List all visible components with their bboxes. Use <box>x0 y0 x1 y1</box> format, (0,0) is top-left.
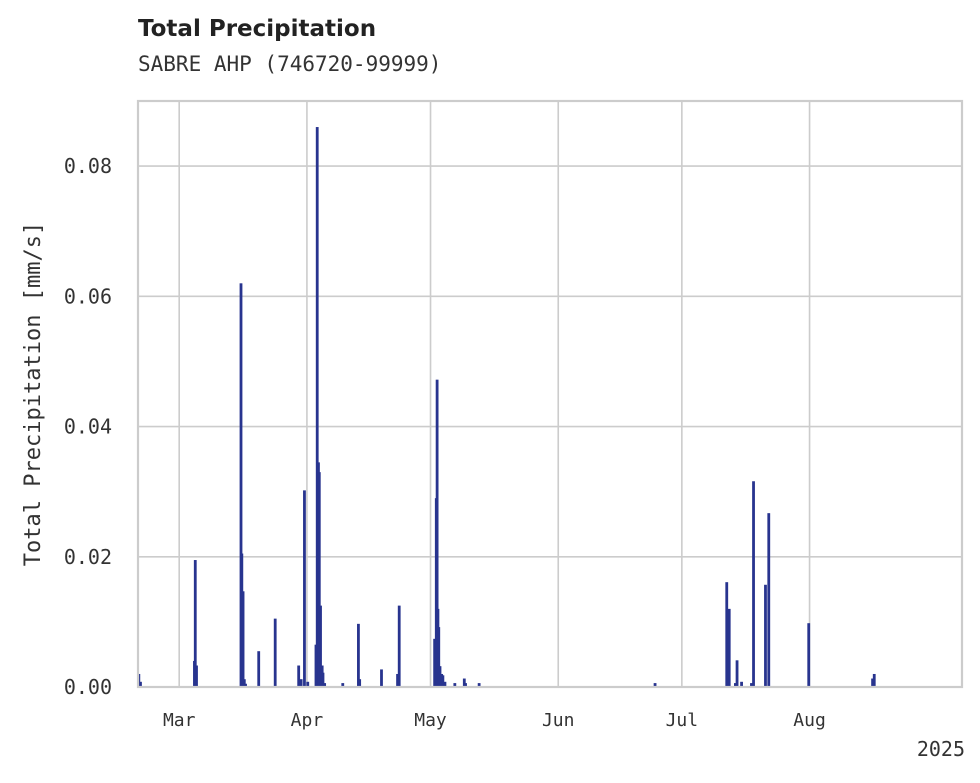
precip-bar <box>871 678 874 687</box>
precip-bar <box>273 618 277 687</box>
y-tick-label: 0.06 <box>64 284 112 308</box>
precip-bar <box>740 681 743 687</box>
precip-bar <box>725 582 729 687</box>
precip-bar <box>437 627 441 687</box>
precip-bar <box>396 673 399 687</box>
plot-frame <box>136 99 964 689</box>
precip-bar <box>441 675 445 687</box>
precip-bar <box>239 283 243 687</box>
precip-bar <box>358 679 362 687</box>
precip-bar <box>380 669 383 687</box>
precip-bar <box>750 683 753 687</box>
precip-bar <box>321 672 325 687</box>
precip-bar <box>464 683 467 687</box>
precip-bar <box>341 683 345 687</box>
precip-bar <box>323 683 327 687</box>
chart-subtitle: SABRE AHP (746720-99999) <box>138 52 442 76</box>
precip-bar <box>306 681 310 687</box>
precip-bar <box>317 472 321 687</box>
y-tick-label: 0.04 <box>64 415 112 439</box>
precip-bar <box>872 673 876 687</box>
precip-bar <box>315 127 319 688</box>
precip-bar <box>195 665 198 687</box>
precip-bar <box>193 560 197 687</box>
precip-bar <box>297 665 301 687</box>
precip-bar <box>727 608 731 687</box>
precip-bar <box>242 679 246 687</box>
x-tick-label: May <box>414 710 447 731</box>
precip-bar <box>462 678 466 687</box>
y-tick-label: 0.00 <box>64 675 112 699</box>
x-tick-label: Mar <box>163 710 196 731</box>
precip-bar <box>438 666 442 687</box>
precip-bar <box>453 683 457 687</box>
precip-bar <box>443 681 447 687</box>
precip-bar <box>244 683 247 687</box>
precip-bar <box>319 605 322 687</box>
year-label: 2025 <box>917 737 965 761</box>
precip-bar <box>257 651 261 687</box>
x-tick-labels: Mar Apr May Jun Jul Aug <box>163 710 826 731</box>
precip-bar <box>735 660 739 687</box>
precip-bar <box>807 623 811 687</box>
x-tick-label: Jun <box>542 710 575 731</box>
precip-bar <box>477 683 481 687</box>
y-tick-label: 0.08 <box>64 154 112 178</box>
x-tick-label: Apr <box>291 710 324 731</box>
chart-title: Total Precipitation <box>138 16 377 42</box>
precip-bar <box>767 513 771 687</box>
precip-bar <box>752 481 755 687</box>
bar-series <box>137 127 876 688</box>
y-axis-label: Total Precipitation [mm/s] <box>21 222 46 566</box>
precip-bar <box>397 605 401 687</box>
precip-bar <box>139 681 142 687</box>
precip-bar <box>435 379 439 687</box>
precip-bar <box>433 638 437 687</box>
precip-bar <box>303 490 306 687</box>
precip-bar <box>241 591 245 687</box>
x-tick-label: Aug <box>793 710 826 731</box>
precip-bar <box>357 623 360 687</box>
y-tick-labels: 0.00 0.02 0.04 0.06 0.08 <box>64 154 112 699</box>
precip-bar <box>299 679 303 687</box>
precip-bar <box>734 683 737 687</box>
y-tick-label: 0.02 <box>64 545 112 569</box>
precip-bar <box>764 584 767 687</box>
precip-bar <box>653 683 657 687</box>
grid-lines <box>138 101 962 687</box>
x-tick-label: Jul <box>666 710 699 731</box>
